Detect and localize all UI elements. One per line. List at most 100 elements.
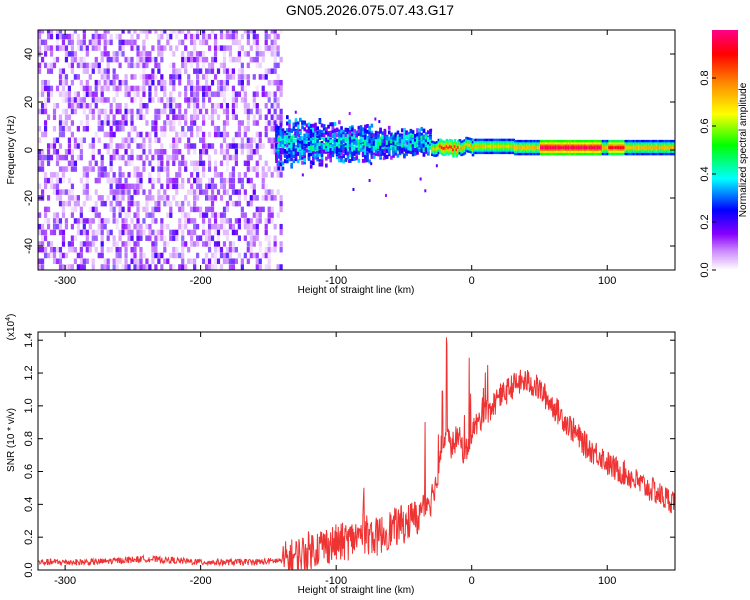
spectrogram-cell: [196, 126, 200, 132]
spectrogram-cell: [178, 91, 182, 97]
spectrogram-cell: [294, 154, 298, 159]
spectrogram-cell: [249, 223, 253, 230]
spectrogram-y-tick-label: -20: [23, 190, 35, 206]
spectrogram-cell: [103, 79, 107, 86]
spectrogram-cell: [190, 126, 194, 132]
spectrogram-cell: [154, 126, 158, 132]
spectrogram-cell: [106, 235, 110, 241]
spectrogram-cell: [243, 108, 247, 115]
spectrogram-cell: [91, 149, 95, 155]
spectrogram-cell: [160, 166, 164, 172]
spectrogram-cell: [73, 56, 77, 63]
spectrogram-cell: [127, 172, 131, 178]
spectrogram-cell: [97, 62, 101, 69]
spectrogram-cell: [270, 68, 274, 74]
spectrogram-cell: [43, 51, 48, 57]
spectrogram-cell: [172, 154, 176, 161]
spectrogram-cell: [40, 108, 45, 115]
spectrogram-cell: [243, 223, 247, 230]
spectrogram-cell: [49, 241, 54, 247]
spectrogram-cell: [130, 45, 134, 51]
spectrogram-cell: [252, 235, 256, 241]
spectrogram-cell: [357, 150, 361, 155]
spectrogram-cell: [279, 229, 283, 236]
spectrogram-cell: [163, 246, 167, 253]
spectrogram-cell: [374, 139, 378, 144]
spectrogram-cell: [267, 79, 271, 86]
spectrogram-cell: [219, 85, 224, 92]
spectrogram-cell: [249, 195, 253, 201]
spectrogram-cell: [70, 68, 74, 74]
spectrogram-cell: [301, 173, 304, 177]
spectrogram-cell: [97, 108, 101, 115]
spectrogram-cell: [127, 137, 131, 144]
spectrogram-cell: [130, 114, 134, 120]
spectrogram-cell: [148, 172, 152, 178]
spectrogram-cell: [55, 33, 60, 40]
spectrogram-cell: [106, 218, 110, 224]
spectrogram-cell: [160, 223, 164, 230]
spectrogram-x-tick-label: -200: [190, 275, 212, 287]
spectrogram-cell: [106, 258, 110, 264]
spectrogram-cell: [46, 114, 51, 120]
spectrogram-cell: [418, 140, 421, 145]
spectrogram-cell: [340, 155, 343, 160]
spectrogram-cell: [237, 235, 241, 241]
spectrogram-cell: [148, 149, 152, 155]
spectrogram-cell: [394, 137, 398, 142]
spectrogram-cell: [346, 142, 350, 147]
spectrogram-cell: [344, 147, 348, 152]
spectrogram-cell: [379, 127, 382, 132]
snr-y-label: SNR (10 * v/v): [6, 408, 17, 472]
spectrogram-cell: [103, 114, 107, 120]
spectrogram-cell: [426, 145, 430, 150]
spectrogram-cell: [335, 133, 339, 138]
spectrogram-cell: [370, 136, 374, 141]
spectrogram-cell: [213, 252, 218, 259]
spectrogram-cell: [370, 146, 374, 151]
spectrogram-cell: [181, 177, 185, 184]
spectrogram-cell: [160, 229, 164, 236]
spectrogram-cell: [193, 218, 197, 224]
spectrogram-cell: [55, 258, 60, 264]
spectrogram-cell: [279, 162, 283, 167]
spectrogram-cell: [106, 79, 110, 86]
spectrogram-cell: [115, 246, 119, 253]
spectrogram-cell: [255, 45, 259, 51]
spectrogram-cell: [258, 108, 262, 115]
spectrogram-cell: [112, 85, 116, 92]
spectrogram-cell: [357, 131, 361, 136]
spectrogram-cell: [557, 146, 561, 150]
spectrogram-cell: [290, 142, 293, 147]
spectrogram-cell: [240, 45, 244, 51]
spectrogram-cell: [43, 102, 48, 109]
spectrogram-cell: [115, 126, 119, 132]
spectrogram-cell: [267, 166, 271, 172]
spectrogram-cell: [273, 246, 277, 253]
spectrogram-cell: [184, 212, 188, 218]
spectrogram-cell: [175, 246, 179, 253]
spectrogram-cell: [231, 143, 236, 149]
spectrogram-cell: [222, 258, 227, 264]
spectrogram-cell: [172, 68, 176, 74]
spectrogram-cell: [118, 189, 122, 195]
spectrogram-cell: [193, 189, 197, 195]
spectrogram-cell: [210, 56, 215, 63]
spectrogram-cell: [207, 183, 212, 190]
spectrogram-cell: [55, 102, 60, 109]
spectrogram-cell: [381, 138, 385, 143]
spectrogram-cell: [70, 241, 74, 247]
spectrogram-cell: [288, 139, 291, 144]
spectrogram-cell: [234, 258, 238, 264]
spectrogram-cell: [88, 195, 92, 201]
spectrogram-cell: [409, 143, 413, 148]
spectrogram-cell: [196, 74, 200, 80]
spectrogram-cell: [355, 139, 359, 144]
spectrogram-cell: [379, 145, 382, 150]
spectrogram-cell: [109, 39, 113, 46]
spectrogram-cell: [94, 97, 98, 103]
spectrogram-cell: [403, 147, 406, 152]
spectrogram-cell: [181, 264, 185, 270]
spectrogram-cell: [231, 183, 236, 190]
spectrogram-cell: [292, 150, 296, 155]
